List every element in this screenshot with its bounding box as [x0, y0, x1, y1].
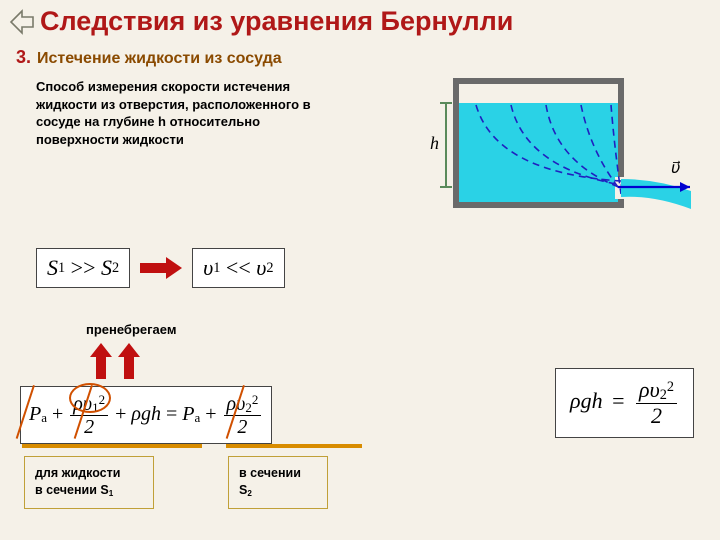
subtitle: Истечение жидкости из сосуда	[37, 50, 282, 68]
result-formula: ρgh = ρυ22 2	[555, 368, 694, 438]
underline-section-1	[22, 444, 202, 448]
relation-s-formula: S1 >> S2	[36, 248, 130, 288]
bernoulli-equation: Pa + ρυ12 2 + ρgh = Pa + ρυ22 2	[20, 386, 272, 444]
relation-v-formula: υ1 << υ2	[192, 248, 284, 288]
v-label: υ⃗	[671, 160, 681, 177]
page-title: Следствия из уравнения Бернулли	[40, 6, 513, 37]
caption-section-2: в сечении S2	[228, 456, 328, 509]
item-number: 3.	[16, 47, 31, 68]
circle-neglect	[69, 383, 111, 413]
neglect-label: пренебрегаем	[86, 322, 720, 337]
vessel-diagram: h υ⃗	[396, 73, 696, 233]
underline-section-2	[226, 444, 362, 448]
h-label: h	[430, 133, 439, 153]
description: Способ измерения скорости истечения жидк…	[36, 78, 336, 228]
caption-section-1: для жидкости в сечении S1	[24, 456, 154, 509]
up-arrows-icon	[70, 343, 160, 379]
back-icon[interactable]	[8, 8, 36, 36]
implies-arrow-icon	[140, 257, 182, 279]
